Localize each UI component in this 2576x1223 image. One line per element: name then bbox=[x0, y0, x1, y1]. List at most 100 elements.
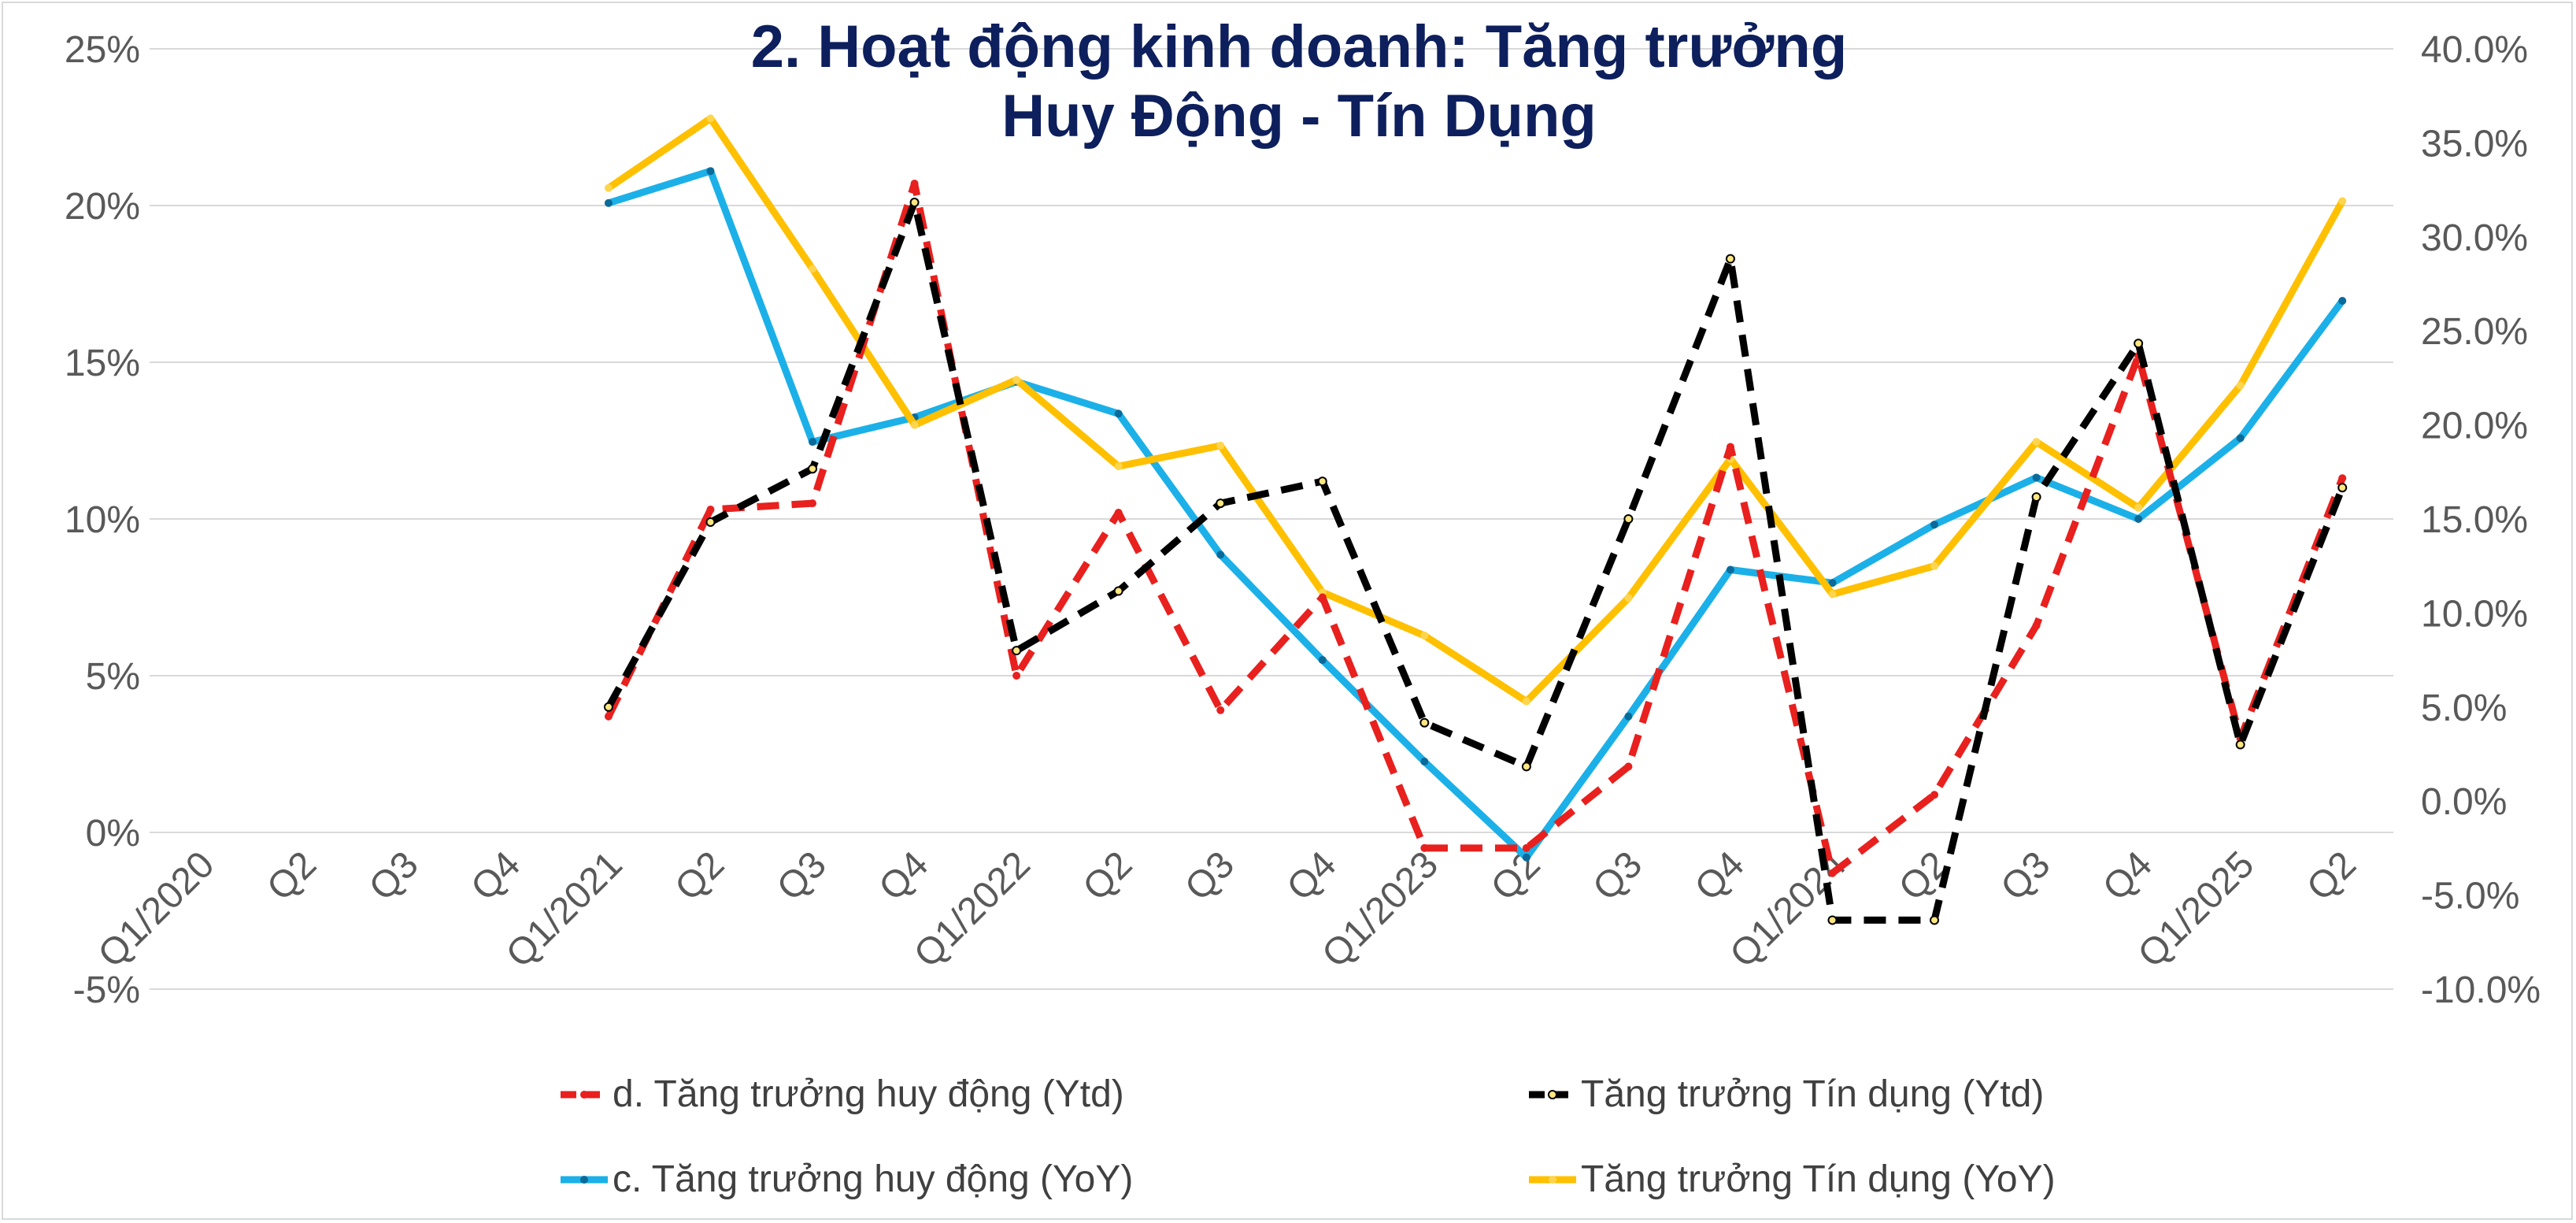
x-tick-label: Q4 bbox=[463, 843, 528, 909]
legend-item-mobilization-yoy: c. Tăng trưởng huy động (YoY) bbox=[559, 1158, 1133, 1201]
data-point bbox=[1419, 717, 1430, 728]
data-point bbox=[1012, 646, 1022, 656]
data-point bbox=[2134, 339, 2144, 349]
data-point bbox=[1624, 762, 1633, 771]
data-point bbox=[1012, 376, 1021, 384]
legend-item-mobilization-ytd: d. Tăng trưởng huy động (Ytd) bbox=[559, 1073, 1124, 1116]
data-point bbox=[2134, 503, 2143, 512]
data-point bbox=[1623, 514, 1634, 524]
legend-swatch-credit-ytd bbox=[1529, 1089, 1576, 1099]
legend-item-credit-yoy: Tăng trưởng Tín dụng (YoY) bbox=[1527, 1158, 2056, 1201]
y-right-tick-label: 40.0% bbox=[2421, 29, 2528, 71]
x-tick-label: Q4 bbox=[2095, 843, 2160, 909]
data-point bbox=[603, 702, 613, 712]
data-point bbox=[1930, 521, 1939, 529]
x-tick-label: Q2 bbox=[2299, 843, 2364, 909]
x-tick-label: Q2 bbox=[1483, 843, 1549, 909]
data-point bbox=[910, 180, 919, 188]
x-tick-label: Q3 bbox=[1585, 843, 1650, 909]
data-point bbox=[1113, 586, 1123, 596]
x-tick-label: Q1/2020 bbox=[91, 843, 223, 976]
x-tick-label: Q2 bbox=[668, 843, 733, 909]
data-point bbox=[1930, 915, 1940, 925]
data-point bbox=[2337, 483, 2348, 493]
data-point bbox=[705, 517, 716, 527]
data-point bbox=[808, 464, 818, 474]
x-tick-label: Q2 bbox=[259, 843, 324, 909]
legend-swatch-mobilization-ytd bbox=[561, 1090, 608, 1099]
x-tick-label: Q3 bbox=[1177, 843, 1242, 909]
legend-label: Tăng trưởng Tín dụng (Ytd) bbox=[1581, 1073, 2045, 1115]
data-point bbox=[2032, 473, 2041, 482]
data-point bbox=[604, 183, 613, 192]
legend-swatch-mobilization-yoy bbox=[561, 1175, 608, 1184]
data-point bbox=[1216, 706, 1225, 714]
y-right-tick-label: 15.0% bbox=[2421, 499, 2528, 541]
y-left-tick-label: 10% bbox=[65, 499, 140, 541]
data-point bbox=[2032, 438, 2041, 447]
data-point bbox=[1420, 843, 1429, 852]
y-right-tick-label: 20.0% bbox=[2421, 406, 2528, 447]
y-left-tick-label: 20% bbox=[65, 186, 140, 228]
y-right-tick-label: 30.0% bbox=[2421, 217, 2528, 259]
series-line-3 bbox=[606, 114, 2346, 706]
y-left-tick-label: 5% bbox=[86, 656, 140, 698]
data-point bbox=[1930, 791, 1939, 799]
data-point bbox=[1624, 712, 1633, 721]
data-point bbox=[1726, 443, 1734, 451]
data-point bbox=[1420, 758, 1429, 766]
y-right-tick-label: 35.0% bbox=[2421, 123, 2528, 165]
x-tick-label: Q3 bbox=[1993, 843, 2059, 909]
data-point bbox=[604, 198, 613, 207]
data-point bbox=[1114, 410, 1123, 418]
data-point bbox=[1522, 697, 1530, 706]
series-line-2 bbox=[607, 167, 2345, 862]
data-point bbox=[1827, 915, 1838, 925]
data-point bbox=[1521, 762, 1531, 772]
y-right-tick-label: 0.0% bbox=[2421, 781, 2507, 823]
data-point bbox=[1624, 594, 1633, 602]
data-point bbox=[1317, 476, 1327, 487]
series-line-0 bbox=[605, 180, 2346, 877]
data-point bbox=[2031, 492, 2041, 502]
data-point bbox=[2236, 381, 2245, 390]
legend-label: d. Tăng trưởng huy động (Ytd) bbox=[613, 1073, 1124, 1115]
y-left-tick-label: -5% bbox=[73, 969, 140, 1011]
data-point bbox=[1828, 579, 1837, 587]
series-line-1 bbox=[605, 198, 2346, 924]
data-point bbox=[1726, 565, 1734, 574]
legend-label: Tăng trưởng Tín dụng (YoY) bbox=[1581, 1158, 2056, 1200]
data-point bbox=[2338, 474, 2347, 483]
y-left-tick-label: 0% bbox=[86, 813, 140, 854]
y-right-tick-label: 5.0% bbox=[2421, 687, 2507, 729]
data-point bbox=[1318, 656, 1327, 665]
data-point bbox=[909, 198, 920, 208]
data-point bbox=[1216, 550, 1225, 559]
data-point bbox=[1828, 590, 1837, 599]
data-point bbox=[1318, 593, 1327, 602]
data-point bbox=[1216, 441, 1225, 450]
data-point bbox=[910, 421, 919, 429]
data-point bbox=[2134, 515, 2143, 523]
data-point bbox=[2032, 621, 2041, 630]
legend-label: c. Tăng trưởng huy động (YoY) bbox=[613, 1158, 1134, 1200]
y-right-tick-label: 10.0% bbox=[2421, 593, 2528, 635]
data-point bbox=[706, 506, 715, 514]
data-point bbox=[1114, 509, 1123, 517]
y-right-tick-label: -5.0% bbox=[2421, 876, 2519, 917]
chart-title-line1: 2. Hoạt động kinh doanh: Tăng trưởng bbox=[750, 13, 1848, 80]
data-point bbox=[1522, 853, 1530, 862]
data-point bbox=[706, 114, 715, 123]
x-tick-label: Q3 bbox=[361, 843, 427, 909]
data-point bbox=[2338, 197, 2347, 206]
data-point bbox=[604, 712, 613, 721]
chart-title-line2: Huy Động - Tín Dụng bbox=[1001, 83, 1597, 150]
data-point bbox=[1420, 632, 1429, 640]
data-point bbox=[809, 438, 817, 447]
data-point bbox=[809, 499, 817, 508]
data-point bbox=[809, 265, 817, 273]
data-point bbox=[706, 167, 715, 176]
data-point bbox=[2235, 739, 2245, 750]
